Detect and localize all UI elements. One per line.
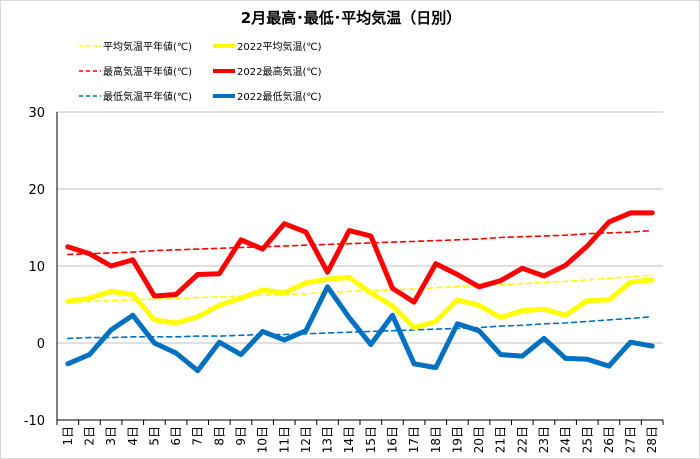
x-tick-label: 4日 xyxy=(126,426,140,446)
x-tick-label: 20日 xyxy=(472,426,486,453)
x-tick-label: 21日 xyxy=(494,426,508,453)
legend-label-4: 最低気温平年値(℃) xyxy=(103,90,192,103)
x-tick-label: 2日 xyxy=(82,426,96,446)
x-tick-label: 6日 xyxy=(169,426,183,446)
x-tick-label: 18日 xyxy=(429,426,443,453)
y-tick-label: 30 xyxy=(28,106,45,121)
x-tick-label: 11日 xyxy=(277,426,291,453)
x-tick-label: 19日 xyxy=(450,426,464,453)
x-tick-label: 27日 xyxy=(624,426,638,453)
y-tick-label: 0 xyxy=(37,337,45,352)
series-lines xyxy=(65,210,655,374)
series-line-0 xyxy=(67,274,654,304)
x-tick-label: 28日 xyxy=(645,426,659,453)
x-tick-label: 24日 xyxy=(559,426,573,453)
chart-title: 2月最高･最低･平均気温（日別） xyxy=(241,9,461,27)
x-tick-label: 1日 xyxy=(61,426,75,446)
x-tick-label: 3日 xyxy=(104,426,118,446)
x-tick-label: 23日 xyxy=(537,426,551,453)
x-tick-label: 14日 xyxy=(342,426,356,453)
y-tick-label: 20 xyxy=(28,183,45,198)
y-tick-label: 10 xyxy=(28,260,45,275)
series-line-2 xyxy=(67,229,654,256)
legend-label-5: 2022最低気温(℃) xyxy=(237,90,322,103)
x-tick-label: 13日 xyxy=(321,426,335,453)
x-tick-label: 10日 xyxy=(256,426,270,453)
x-tick-label: 7日 xyxy=(191,426,205,446)
legend-label-3: 2022最高気温(℃) xyxy=(237,65,322,78)
x-tick-label: 5日 xyxy=(147,426,161,446)
legend: 平均気温平年値(℃) 2022平均気温(℃) 最高気温平年値(℃) 2022最高気温(… xyxy=(79,40,322,103)
x-tick-label: 17日 xyxy=(407,426,421,453)
series-line-5 xyxy=(65,284,655,374)
legend-label-2: 最高気温平年値(℃) xyxy=(103,65,192,78)
x-tick-label: 25日 xyxy=(580,426,594,453)
legend-label-1: 2022平均気温(℃) xyxy=(237,40,322,53)
legend-label-0: 平均気温平年値(℃) xyxy=(103,40,192,53)
x-tick-label: 15日 xyxy=(364,426,378,453)
x-tick-label: 16日 xyxy=(385,426,399,453)
series-line-1 xyxy=(65,275,655,331)
x-tick-label: 26日 xyxy=(602,426,616,453)
x-tick-label: 8日 xyxy=(212,426,226,446)
axes: -10 0 10 20 30 1日 2日 3日 4日 5日 6日 7日 8日 9日 10日 11日 12日 13日… xyxy=(24,106,664,453)
x-tick-label: 22日 xyxy=(515,426,529,453)
x-tick-label: 9日 xyxy=(234,426,248,446)
series-line-3 xyxy=(65,210,655,305)
x-tick-label: 12日 xyxy=(299,426,313,453)
y-tick-label: -10 xyxy=(24,414,45,429)
